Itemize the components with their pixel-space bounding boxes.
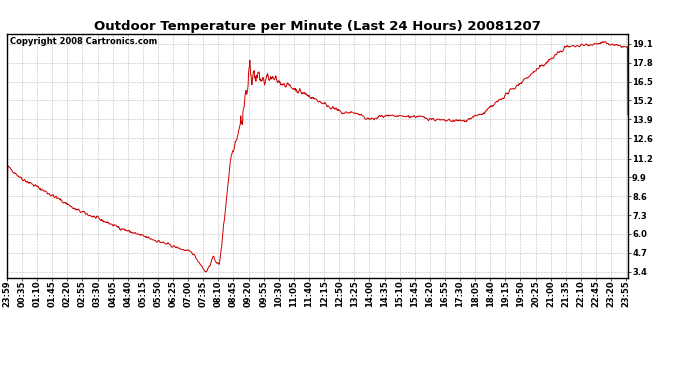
Title: Outdoor Temperature per Minute (Last 24 Hours) 20081207: Outdoor Temperature per Minute (Last 24 … [94, 20, 541, 33]
Text: Copyright 2008 Cartronics.com: Copyright 2008 Cartronics.com [10, 38, 157, 46]
